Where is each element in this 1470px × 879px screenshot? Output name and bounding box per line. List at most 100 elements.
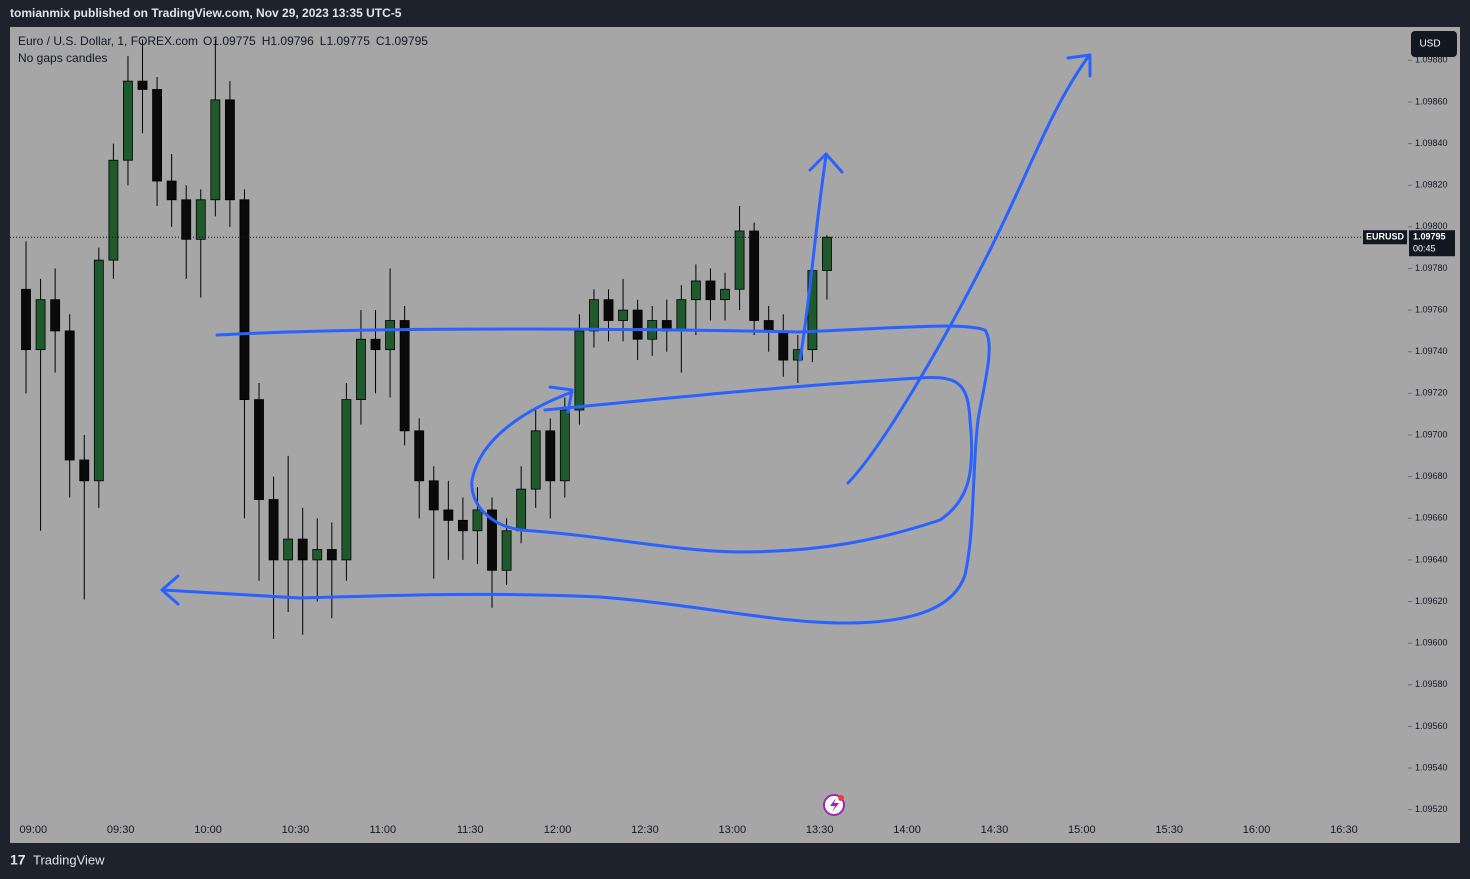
ohlc-label: O — [203, 34, 212, 48]
drawings — [160, 53, 1092, 625]
x-tick-label: 09:00 — [20, 824, 48, 836]
candle-body — [545, 430, 556, 482]
candle-body — [720, 288, 730, 301]
candle-body — [152, 89, 162, 182]
ohlc-value: 1.09796 — [270, 34, 314, 48]
ohlc-label: H — [262, 34, 271, 48]
price-label-bg — [1409, 230, 1455, 257]
y-tick-label: 1.09520 — [1415, 804, 1448, 814]
x-tick-label: 15:00 — [1068, 824, 1096, 836]
candle-body — [297, 538, 308, 561]
y-tick-label: 1.09660 — [1415, 513, 1448, 523]
candle-body — [763, 320, 774, 332]
drawing-arrowhead — [1066, 53, 1092, 78]
candle-body — [516, 488, 527, 532]
candle-body — [35, 299, 46, 351]
drawing-arrowhead — [808, 152, 844, 174]
x-tick-label: 15:30 — [1155, 824, 1183, 836]
drawing-arrow — [798, 154, 828, 362]
candle-body — [574, 330, 585, 411]
x-tick-label: 14:30 — [981, 824, 1009, 836]
candle-body — [79, 459, 90, 482]
brand-logo: 17 — [10, 852, 26, 868]
event-icon-glyph — [830, 798, 839, 812]
footer-brand: TradingView — [33, 852, 105, 867]
drawing-range — [161, 324, 991, 625]
candle-body — [108, 159, 119, 261]
y-tick-label: 1.09580 — [1415, 679, 1448, 689]
candle-body — [428, 480, 439, 511]
y-tick-label: 1.09800 — [1415, 221, 1448, 231]
candle-body — [326, 549, 337, 561]
candle-body — [385, 320, 395, 351]
y-tick-label: 1.09760 — [1415, 304, 1448, 314]
x-tick-label: 10:30 — [282, 824, 310, 836]
y-tick-label: 1.09860 — [1415, 96, 1448, 106]
header: tomianmix published on TradingView.com, … — [10, 6, 402, 20]
candle-body — [195, 199, 206, 240]
y-tick-label: 1.09720 — [1415, 388, 1448, 398]
candle-body — [210, 99, 221, 201]
y-tick-label: 1.09780 — [1415, 263, 1448, 273]
candle-body — [530, 430, 541, 490]
candle-body — [239, 199, 250, 401]
candle-body — [778, 330, 789, 361]
x-tick-label: 09:30 — [107, 824, 135, 836]
candle-body — [690, 280, 701, 301]
candle-body — [705, 280, 716, 301]
candle-body — [414, 430, 425, 482]
candle-body — [137, 80, 148, 90]
x-tick-label: 13:00 — [719, 824, 747, 836]
drawing-loop — [470, 376, 974, 554]
chart-title: Euro / U.S. Dollar, 1, FOREX.com — [18, 34, 198, 48]
x-tick-label: 16:00 — [1243, 824, 1271, 836]
chart-subtitle: No gaps candles — [18, 51, 107, 65]
x-tick-label: 11:30 — [457, 824, 484, 836]
x-tick-label: 11:00 — [369, 824, 396, 836]
candle-body — [399, 320, 410, 432]
candle-body — [64, 330, 75, 461]
y-tick-label: 1.09560 — [1415, 721, 1448, 731]
x-tick-label: 16:30 — [1330, 824, 1358, 836]
symbol-label-bg — [1363, 230, 1407, 245]
candle-body — [123, 80, 133, 161]
candle-body — [487, 509, 497, 571]
candle-body — [341, 399, 352, 561]
x-tick-label: 13:30 — [806, 824, 834, 836]
ohlc-legend: O1.09775 H1.09796 L1.09775 C1.09795 — [203, 34, 428, 48]
candle-body — [618, 309, 628, 321]
price-label: 1.09795 — [1413, 232, 1446, 242]
x-tick-label: 12:30 — [631, 824, 659, 836]
currency-button[interactable] — [1411, 31, 1457, 57]
candle-body — [93, 259, 104, 482]
drawing-arrowhead — [548, 385, 574, 414]
y-tick-label: 1.09880 — [1415, 55, 1448, 65]
y-tick-label: 1.09600 — [1415, 638, 1448, 648]
ohlc-value: 1.09775 — [326, 34, 370, 48]
candle-body — [312, 549, 323, 561]
symbol-label: EURUSD — [1366, 232, 1405, 242]
drawing-arrowhead — [160, 574, 180, 606]
x-tick-label: 14:00 — [893, 824, 921, 836]
candle-body — [501, 530, 512, 571]
candle-body — [603, 299, 614, 321]
candle-body — [822, 236, 832, 271]
y-tick-label: 1.09620 — [1415, 596, 1448, 606]
event-icon-dot — [838, 795, 844, 801]
drawing-arrow — [846, 55, 1090, 485]
ohlc-label: L — [320, 34, 327, 48]
y-tick-label: 1.09700 — [1415, 429, 1448, 439]
candle-body — [559, 409, 570, 482]
candle-body — [50, 299, 61, 332]
plot: 1.09520 1.09540 1.09560 1.09580 1.09600 1.096… — [10, 39, 1455, 836]
candle-body — [443, 509, 454, 521]
candle-body — [457, 519, 468, 532]
currency-label[interactable]: USD — [1419, 39, 1440, 50]
candle-body — [356, 338, 366, 401]
y-tick-label: 1.09680 — [1415, 471, 1448, 481]
y-tick-label: 1.09840 — [1415, 138, 1448, 148]
candle-body — [472, 509, 483, 532]
candle-body — [734, 230, 745, 290]
